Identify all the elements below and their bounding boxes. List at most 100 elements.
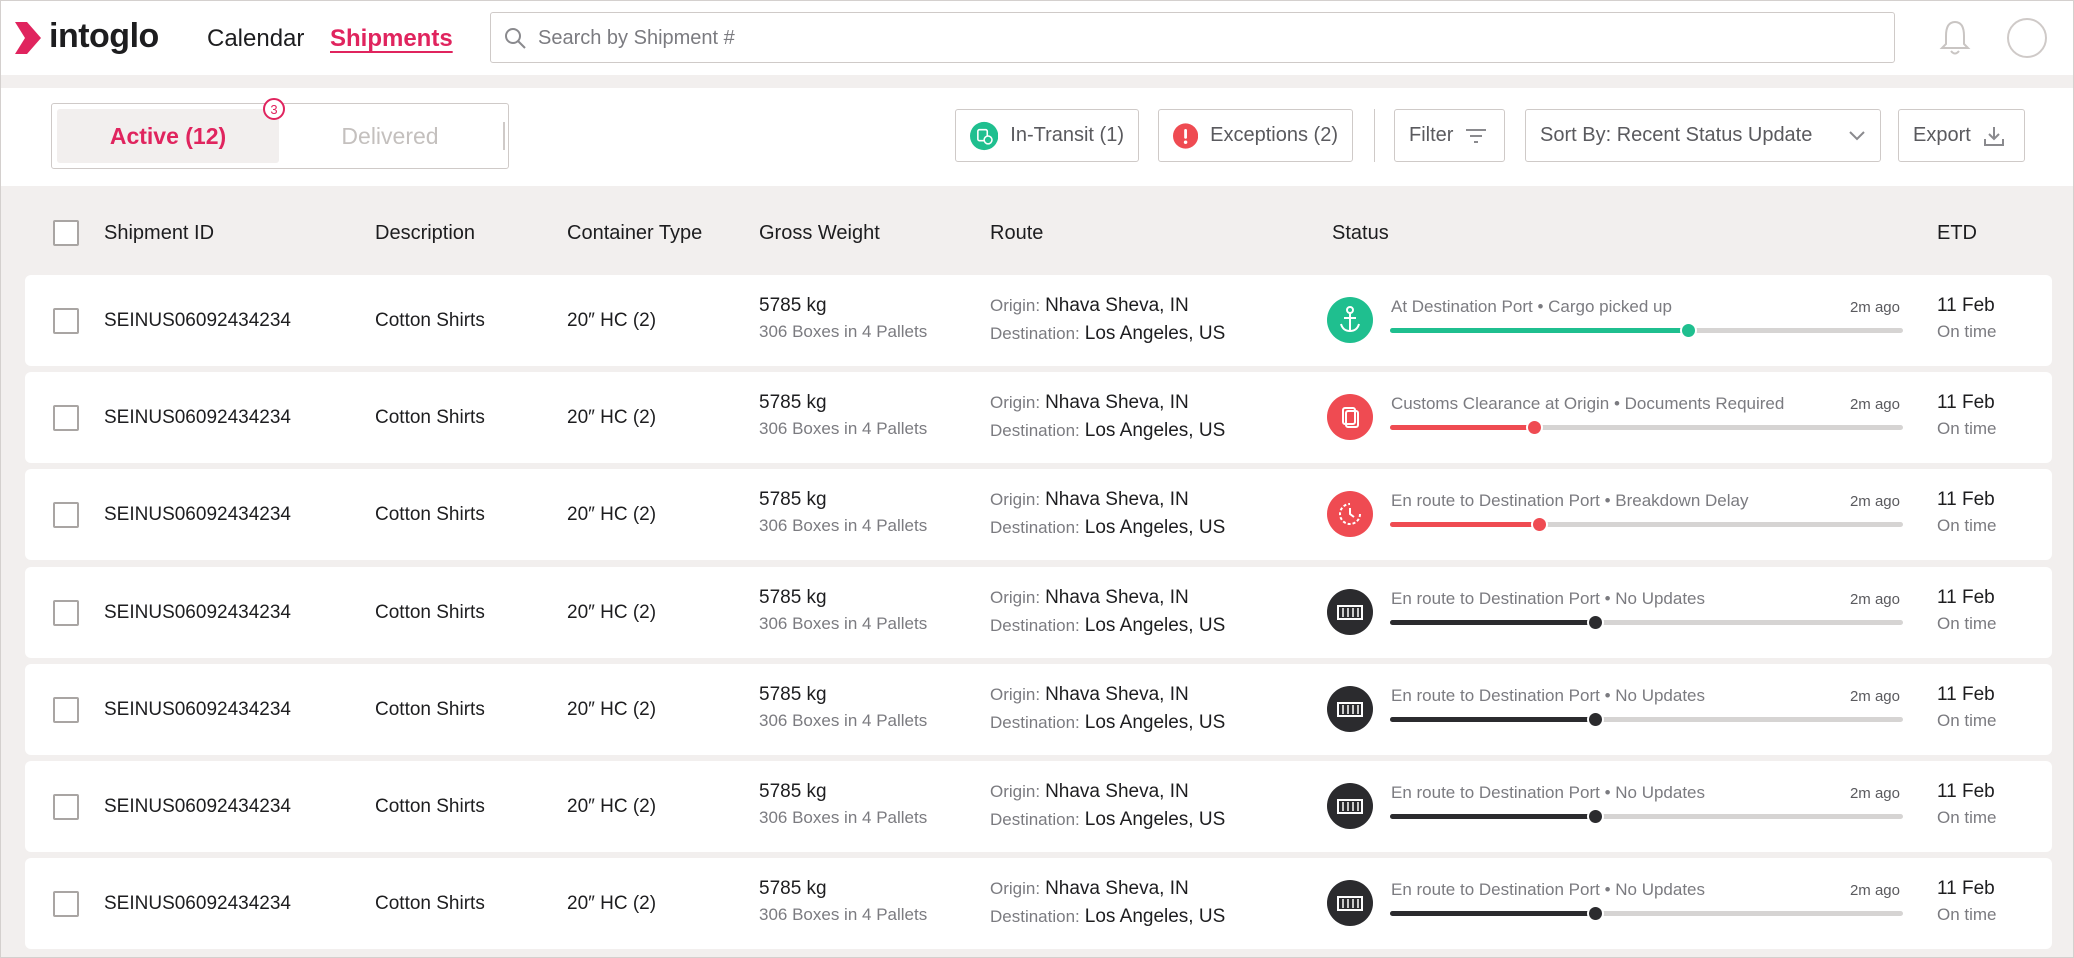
table-row[interactable]: SEINUS06092434234 Cotton Shirts 20″ HC (2)… bbox=[25, 663, 2052, 755]
container-type: 20″ HC (2) bbox=[567, 310, 657, 331]
origin-value: Nhava Sheva, IN bbox=[1045, 878, 1189, 900]
table-row[interactable]: SEINUS06092434234 Cotton Shirts 20″ HC (2)… bbox=[25, 566, 2052, 658]
checkbox[interactable] bbox=[53, 696, 79, 723]
destination-value: Los Angeles, US bbox=[1084, 809, 1226, 830]
checkbox[interactable] bbox=[53, 405, 79, 432]
table-row[interactable]: SEINUS06092434234 Cotton Shirts 20″ HC (2)… bbox=[25, 469, 2052, 561]
progress-fill bbox=[1390, 619, 1596, 625]
description: Cotton Shirts bbox=[375, 407, 485, 429]
description: Cotton Shirts bbox=[375, 893, 485, 915]
progress-fill bbox=[1390, 425, 1534, 431]
progress-knob bbox=[1525, 419, 1543, 437]
exceptions-icon bbox=[1173, 122, 1199, 149]
column-header: Shipment ID bbox=[104, 222, 215, 244]
origin: Origin: Nhava Sheva, IN bbox=[990, 295, 1189, 317]
progress-knob bbox=[1587, 613, 1605, 631]
destination: Destination: Los Angeles, US bbox=[990, 906, 1225, 928]
exceptions-label: Exceptions (2) bbox=[1210, 124, 1338, 146]
in-transit-label: In-Transit (1) bbox=[1010, 124, 1124, 146]
etd-date: 11 Feb bbox=[1937, 295, 1995, 316]
packages: 306 Boxes in 4 Pallets bbox=[759, 613, 928, 633]
table-row[interactable]: SEINUS06092434234 Cotton Shirts 20″ HC (2)… bbox=[25, 858, 2052, 950]
column-header: Route bbox=[990, 222, 1044, 244]
exceptions-button[interactable]: Exceptions (2) bbox=[1158, 109, 1353, 162]
description: Cotton Shirts bbox=[375, 601, 485, 623]
container-type: 20″ HC (2) bbox=[567, 504, 657, 526]
container-type: 20″ HC (2) bbox=[567, 407, 657, 429]
chevron-icon bbox=[1849, 130, 1865, 140]
destination-label: Destination: bbox=[990, 810, 1080, 829]
progress-knob bbox=[1530, 516, 1548, 534]
origin-label: Origin: bbox=[990, 879, 1041, 899]
status-icon bbox=[1327, 783, 1373, 829]
gross-weight: 5785 kg bbox=[759, 683, 827, 705]
column-header: ETD bbox=[1937, 222, 1977, 244]
origin-value: Nhava Sheva, IN bbox=[1045, 295, 1189, 316]
container-type: 20″ HC (2) bbox=[567, 893, 657, 915]
export-icon bbox=[1983, 126, 2004, 146]
checkbox[interactable] bbox=[53, 502, 79, 529]
progress-track bbox=[1390, 522, 1903, 528]
tab-badge: 3 bbox=[263, 98, 285, 120]
origin-label: Origin: bbox=[990, 782, 1041, 801]
progress-track bbox=[1390, 814, 1903, 819]
destination-value: Los Angeles, US bbox=[1084, 517, 1226, 539]
tab-active[interactable]: Active (12) bbox=[57, 109, 279, 163]
column-header: Status bbox=[1332, 222, 1389, 244]
search-box[interactable]: Search by Shipment # bbox=[490, 12, 1895, 63]
checkbox[interactable] bbox=[53, 891, 79, 918]
progress-track bbox=[1390, 425, 1903, 431]
status-time: 2m ago bbox=[1849, 299, 1900, 316]
status-time: 2m ago bbox=[1849, 785, 1900, 802]
destination-value: Los Angeles, US bbox=[1084, 614, 1226, 636]
table-row[interactable]: SEINUS06092434234 Cotton Shirts 20″ HC (2)… bbox=[25, 372, 2052, 464]
gross-weight: 5785 kg bbox=[759, 586, 827, 608]
table-row[interactable]: SEINUS06092434234 Cotton Shirts 20″ HC (2)… bbox=[25, 275, 2052, 366]
status-icon bbox=[1327, 880, 1373, 927]
checkbox[interactable] bbox=[53, 308, 79, 334]
nav-link[interactable]: Calendar bbox=[207, 25, 305, 52]
status-time: 2m ago bbox=[1849, 396, 1900, 414]
origin-label: Origin: bbox=[990, 393, 1041, 413]
checkbox[interactable] bbox=[53, 599, 79, 626]
packages: 306 Boxes in 4 Pallets bbox=[759, 419, 928, 439]
checkbox[interactable] bbox=[53, 220, 79, 246]
logo-mark bbox=[15, 22, 41, 54]
search-placeholder: Search by Shipment # bbox=[538, 27, 735, 49]
shipment-id: SEINUS06092434234 bbox=[104, 893, 291, 915]
status-icon bbox=[1327, 297, 1373, 343]
checkbox[interactable] bbox=[53, 794, 79, 820]
column-header: Container Type bbox=[567, 222, 703, 244]
search-icon bbox=[505, 28, 526, 49]
gross-weight: 5785 kg bbox=[759, 392, 827, 414]
packages: 306 Boxes in 4 Pallets bbox=[759, 808, 928, 827]
filter-icon bbox=[1466, 128, 1487, 143]
destination-value: Los Angeles, US bbox=[1084, 711, 1226, 733]
table-row[interactable]: SEINUS06092434234 Cotton Shirts 20″ HC (2)… bbox=[25, 761, 2052, 852]
tab[interactable]: Delivered bbox=[341, 122, 439, 149]
gross-weight: 5785 kg bbox=[759, 781, 827, 802]
filter-button[interactable]: Filter bbox=[1394, 109, 1505, 162]
export-button[interactable]: Export bbox=[1898, 109, 2025, 162]
etd-note: On time bbox=[1937, 808, 1997, 827]
status-text: En route to Destination Port • Breakdown… bbox=[1391, 491, 1749, 511]
progress-knob bbox=[1587, 710, 1605, 728]
description: Cotton Shirts bbox=[375, 698, 485, 720]
origin: Origin: Nhava Sheva, IN bbox=[990, 684, 1189, 706]
etd-note: On time bbox=[1937, 613, 1997, 633]
in-transit-button[interactable]: In-Transit (1) bbox=[955, 109, 1139, 162]
progress-fill bbox=[1390, 522, 1539, 528]
etd-date: 11 Feb bbox=[1937, 683, 1995, 705]
nav-link-active[interactable]: Shipments bbox=[330, 25, 453, 52]
progress-knob bbox=[1587, 808, 1605, 825]
etd-note: On time bbox=[1937, 516, 1997, 536]
avatar[interactable] bbox=[2007, 18, 2047, 58]
export-label: Export bbox=[1913, 124, 1971, 146]
etd-date: 11 Feb bbox=[1937, 392, 1995, 414]
status-time: 2m ago bbox=[1849, 687, 1900, 705]
container-type: 20″ HC (2) bbox=[567, 698, 657, 720]
origin: Origin: Nhava Sheva, IN bbox=[990, 878, 1189, 900]
progress-knob bbox=[1587, 905, 1605, 923]
sort-dropdown[interactable]: Sort By: Recent Status Update bbox=[1525, 109, 1881, 162]
